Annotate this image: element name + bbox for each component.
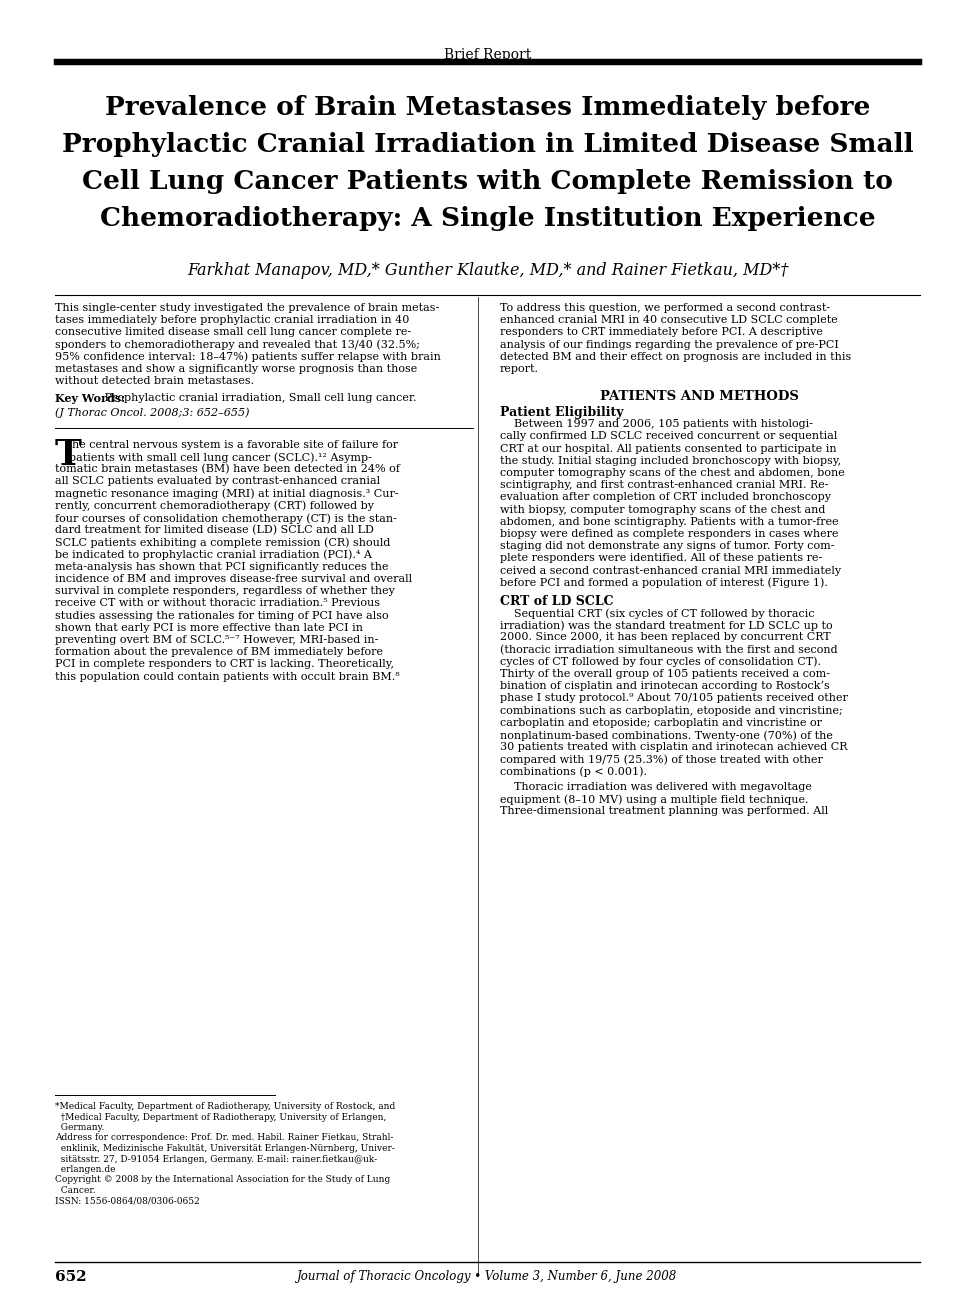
Text: ISSN: 1556-0864/08/0306-0652: ISSN: 1556-0864/08/0306-0652 [55,1197,200,1206]
Text: tomatic brain metastases (BM) have been detected in 24% of: tomatic brain metastases (BM) have been … [55,465,400,475]
Text: 95% confidence interval: 18–47%) patients suffer relapse with brain: 95% confidence interval: 18–47%) patient… [55,352,441,363]
Text: without detected brain metastases.: without detected brain metastases. [55,376,254,386]
Text: 652: 652 [55,1270,87,1284]
Text: Address for correspondence: Prof. Dr. med. Habil. Rainer Fietkau, Strahl-: Address for correspondence: Prof. Dr. me… [55,1134,393,1142]
Text: (J Thorac Oncol. 2008;3: 652–655): (J Thorac Oncol. 2008;3: 652–655) [55,407,250,418]
Text: plete responders were identified. All of these patients re-: plete responders were identified. All of… [500,553,822,564]
Text: CRT of LD SCLC: CRT of LD SCLC [500,595,613,608]
Text: Key Words:: Key Words: [55,393,125,405]
Text: Chemoradiotherapy: A Single Institution Experience: Chemoradiotherapy: A Single Institution … [99,206,876,231]
Text: cally confirmed LD SCLC received concurrent or sequential: cally confirmed LD SCLC received concurr… [500,432,838,441]
Text: Three-dimensional treatment planning was performed. All: Three-dimensional treatment planning was… [500,806,828,816]
Text: abdomen, and bone scintigraphy. Patients with a tumor-free: abdomen, and bone scintigraphy. Patients… [500,517,838,527]
Text: the study. Initial staging included bronchoscopy with biopsy,: the study. Initial staging included bron… [500,455,841,466]
Text: sitätsstr. 27, D-91054 Erlangen, Germany. E-mail: rainer.fietkau@uk-: sitätsstr. 27, D-91054 Erlangen, Germany… [55,1155,377,1164]
Text: To address this question, we performed a second contrast-: To address this question, we performed a… [500,303,830,313]
Text: Farkhat Manapov, MD,* Gunther Klautke, MD,* and Rainer Fietkau, MD*†: Farkhat Manapov, MD,* Gunther Klautke, M… [187,262,788,279]
Text: rently, concurrent chemoradiotherapy (CRT) followed by: rently, concurrent chemoradiotherapy (CR… [55,501,374,512]
Text: this population could contain patients with occult brain BM.⁸: this population could contain patients w… [55,672,400,681]
Text: Prevalence of Brain Metastases Immediately before: Prevalence of Brain Metastases Immediate… [105,95,870,120]
Text: Between 1997 and 2006, 105 patients with histologi-: Between 1997 and 2006, 105 patients with… [500,419,813,429]
Text: equipment (8–10 MV) using a multiple field technique.: equipment (8–10 MV) using a multiple fie… [500,793,808,805]
Text: PCI in complete responders to CRT is lacking. Theoretically,: PCI in complete responders to CRT is lac… [55,659,394,669]
Text: incidence of BM and improves disease-free survival and overall: incidence of BM and improves disease-fre… [55,574,412,585]
Text: (thoracic irradiation simultaneous with the first and second: (thoracic irradiation simultaneous with … [500,645,838,655]
Text: carboplatin and etoposide; carboplatin and vincristine or: carboplatin and etoposide; carboplatin a… [500,718,822,728]
Text: metastases and show a significantly worse prognosis than those: metastases and show a significantly wors… [55,364,417,375]
Text: Prophylactic cranial irradiation, Small cell lung cancer.: Prophylactic cranial irradiation, Small … [101,393,416,403]
Text: phase I study protocol.⁹ About 70/105 patients received other: phase I study protocol.⁹ About 70/105 pa… [500,693,848,703]
Text: SCLC patients exhibiting a complete remission (CR) should: SCLC patients exhibiting a complete remi… [55,538,390,548]
Text: staging did not demonstrate any signs of tumor. Forty com-: staging did not demonstrate any signs of… [500,542,835,551]
Text: studies assessing the rationales for timing of PCI have also: studies assessing the rationales for tim… [55,611,389,621]
Text: before PCI and formed a population of interest (Figure 1).: before PCI and formed a population of in… [500,578,828,589]
Text: all SCLC patients evaluated by contrast-enhanced cranial: all SCLC patients evaluated by contrast-… [55,476,380,487]
Text: he central nervous system is a favorable site of failure for: he central nervous system is a favorable… [72,440,398,450]
Text: be indicated to prophylactic cranial irradiation (PCI).⁴ A: be indicated to prophylactic cranial irr… [55,549,371,560]
Text: formation about the prevalence of BM immediately before: formation about the prevalence of BM imm… [55,647,383,658]
Text: combinations (p < 0.001).: combinations (p < 0.001). [500,766,647,778]
Text: Sequential CRT (six cycles of CT followed by thoracic: Sequential CRT (six cycles of CT followe… [500,608,815,619]
Text: Journal of Thoracic Oncology • Volume 3, Number 6, June 2008: Journal of Thoracic Oncology • Volume 3,… [297,1270,678,1283]
Text: erlangen.de: erlangen.de [55,1165,115,1174]
Text: compared with 19/75 (25.3%) of those treated with other: compared with 19/75 (25.3%) of those tre… [500,754,823,765]
Text: This single-center study investigated the prevalence of brain metas-: This single-center study investigated th… [55,303,440,313]
Text: biopsy were defined as complete responders in cases where: biopsy were defined as complete responde… [500,529,838,539]
Text: patients with small cell lung cancer (SCLC).¹² Asymp-: patients with small cell lung cancer (SC… [55,452,371,462]
Text: 2000. Since 2000, it has been replaced by concurrent CRT: 2000. Since 2000, it has been replaced b… [500,633,831,642]
Text: shown that early PCI is more effective than late PCI in: shown that early PCI is more effective t… [55,622,363,633]
Text: dard treatment for limited disease (LD) SCLC and all LD: dard treatment for limited disease (LD) … [55,525,373,535]
Text: evaluation after completion of CRT included bronchoscopy: evaluation after completion of CRT inclu… [500,492,831,502]
Text: survival in complete responders, regardless of whether they: survival in complete responders, regardl… [55,586,395,596]
Text: meta-analysis has shown that PCI significantly reduces the: meta-analysis has shown that PCI signifi… [55,561,388,572]
Text: †Medical Faculty, Department of Radiotherapy, University of Erlangen,: †Medical Faculty, Department of Radiothe… [55,1112,386,1121]
Text: computer tomography scans of the chest and abdomen, bone: computer tomography scans of the chest a… [500,468,844,478]
Text: Prophylactic Cranial Irradiation in Limited Disease Small: Prophylactic Cranial Irradiation in Limi… [61,132,914,157]
Text: Thoracic irradiation was delivered with megavoltage: Thoracic irradiation was delivered with … [500,782,812,792]
Text: analysis of our findings regarding the prevalence of pre-PCI: analysis of our findings regarding the p… [500,339,838,350]
Text: Patient Eligibility: Patient Eligibility [500,406,623,419]
Text: with biopsy, computer tomography scans of the chest and: with biopsy, computer tomography scans o… [500,505,826,514]
Text: Cancer.: Cancer. [55,1186,96,1195]
Text: responders to CRT immediately before PCI. A descriptive: responders to CRT immediately before PCI… [500,328,823,338]
Text: magnetic resonance imaging (MRI) at initial diagnosis.³ Cur-: magnetic resonance imaging (MRI) at init… [55,488,399,499]
Text: tases immediately before prophylactic cranial irradiation in 40: tases immediately before prophylactic cr… [55,316,410,325]
Text: T: T [55,437,82,472]
Text: Brief Report: Brief Report [444,48,531,63]
Text: cycles of CT followed by four cycles of consolidation CT).: cycles of CT followed by four cycles of … [500,656,821,667]
Text: PATIENTS AND METHODS: PATIENTS AND METHODS [600,390,799,403]
Text: *Medical Faculty, Department of Radiotherapy, University of Rostock, and: *Medical Faculty, Department of Radiothe… [55,1101,395,1111]
Text: CRT at our hospital. All patients consented to participate in: CRT at our hospital. All patients consen… [500,444,837,454]
Text: Thirty of the overall group of 105 patients received a com-: Thirty of the overall group of 105 patie… [500,669,830,679]
Text: Germany.: Germany. [55,1124,104,1131]
Text: four courses of consolidation chemotherapy (CT) is the stan-: four courses of consolidation chemothera… [55,513,397,523]
Text: enklinik, Medizinische Fakultät, Universität Erlangen-Nürnberg, Univer-: enklinik, Medizinische Fakultät, Univers… [55,1144,395,1154]
Text: report.: report. [500,364,539,375]
Text: receive CT with or without thoracic irradiation.⁵ Previous: receive CT with or without thoracic irra… [55,599,380,608]
Text: combinations such as carboplatin, etoposide and vincristine;: combinations such as carboplatin, etopos… [500,706,842,715]
Text: detected BM and their effect on prognosis are included in this: detected BM and their effect on prognosi… [500,352,851,361]
Text: Copyright © 2008 by the International Association for the Study of Lung: Copyright © 2008 by the International As… [55,1176,390,1185]
Text: enhanced cranial MRI in 40 consecutive LD SCLC complete: enhanced cranial MRI in 40 consecutive L… [500,316,838,325]
Text: ceived a second contrast-enhanced cranial MRI immediately: ceived a second contrast-enhanced crania… [500,565,841,576]
Text: consecutive limited disease small cell lung cancer complete re-: consecutive limited disease small cell l… [55,328,411,338]
Text: 30 patients treated with cisplatin and irinotecan achieved CR: 30 patients treated with cisplatin and i… [500,743,847,752]
Text: sponders to chemoradiotherapy and revealed that 13/40 (32.5%;: sponders to chemoradiotherapy and reveal… [55,339,420,350]
Text: preventing overt BM of SCLC.⁵⁻⁷ However, MRI-based in-: preventing overt BM of SCLC.⁵⁻⁷ However,… [55,636,378,645]
Text: bination of cisplatin and irinotecan according to Rostock’s: bination of cisplatin and irinotecan acc… [500,681,830,692]
Text: scintigraphy, and first contrast-enhanced cranial MRI. Re-: scintigraphy, and first contrast-enhance… [500,480,829,491]
Text: irradiation) was the standard treatment for LD SCLC up to: irradiation) was the standard treatment … [500,620,833,630]
Text: Cell Lung Cancer Patients with Complete Remission to: Cell Lung Cancer Patients with Complete … [82,170,893,194]
Text: nonplatinum-based combinations. Twenty-one (70%) of the: nonplatinum-based combinations. Twenty-o… [500,729,833,740]
